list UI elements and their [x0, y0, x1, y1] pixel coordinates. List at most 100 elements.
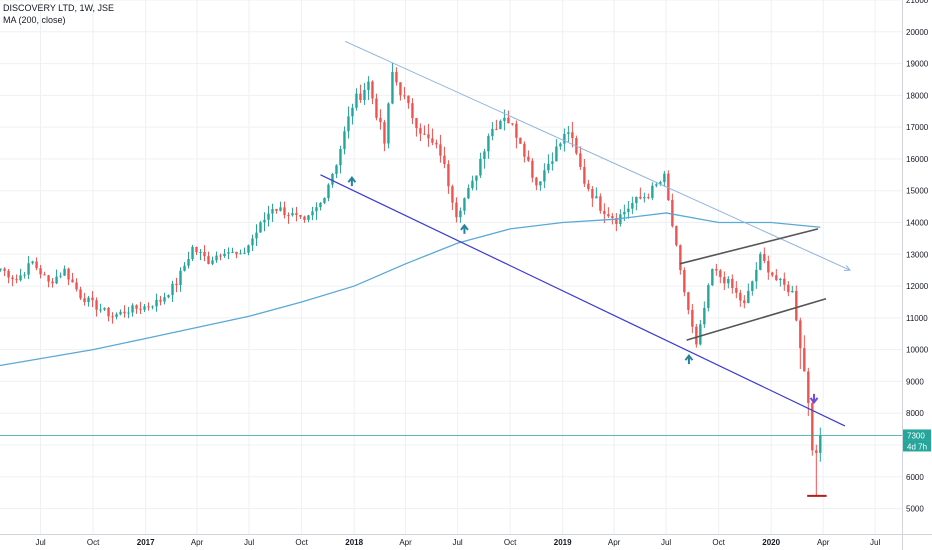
candle-body[interactable]	[651, 185, 654, 198]
candle-body[interactable]	[539, 181, 542, 186]
price-axis-label[interactable]: 14000	[906, 219, 929, 228]
candle-body[interactable]	[155, 299, 158, 307]
candle-body[interactable]	[463, 198, 466, 211]
time-axis-label[interactable]: Oct	[504, 538, 517, 547]
candle-body[interactable]	[179, 270, 182, 286]
time-axis-label[interactable]: 2019	[554, 538, 572, 547]
candle-body[interactable]	[339, 149, 342, 166]
candle-body[interactable]	[247, 245, 250, 253]
candle-body[interactable]	[411, 103, 414, 119]
channel-lower-line[interactable]	[686, 298, 827, 341]
candle-body[interactable]	[499, 120, 502, 130]
candle-body[interactable]	[283, 207, 286, 216]
candle-body[interactable]	[103, 307, 106, 310]
candle-body[interactable]	[383, 122, 386, 144]
candle-body[interactable]	[311, 211, 314, 216]
candle-body[interactable]	[295, 213, 298, 215]
candle-body[interactable]	[527, 156, 530, 161]
candle-body[interactable]	[47, 275, 50, 282]
candle-body[interactable]	[431, 138, 434, 143]
candle-body[interactable]	[183, 265, 186, 271]
candle-body[interactable]	[199, 251, 202, 253]
candle-body[interactable]	[715, 268, 718, 271]
candle-body[interactable]	[455, 202, 458, 218]
candle-body[interactable]	[219, 255, 222, 257]
candle-body[interactable]	[507, 117, 510, 124]
candle-body[interactable]	[695, 326, 698, 345]
price-axis-label[interactable]: 18000	[906, 91, 929, 100]
candle-body[interactable]	[327, 184, 330, 199]
candle-body[interactable]	[359, 93, 362, 100]
candle-body[interactable]	[243, 252, 246, 254]
candle-body[interactable]	[495, 128, 498, 130]
candle-body[interactable]	[487, 136, 490, 152]
ma-200-line[interactable]	[0, 212, 821, 367]
price-axis-label[interactable]: 21000	[906, 0, 929, 5]
candle-body[interactable]	[803, 348, 806, 372]
candle-body[interactable]	[35, 261, 38, 269]
time-axis-label[interactable]: 2018	[345, 538, 363, 547]
candle-body[interactable]	[115, 314, 118, 317]
candle-body[interactable]	[403, 95, 406, 97]
candle-body[interactable]	[479, 158, 482, 176]
candle-body[interactable]	[323, 198, 326, 203]
candle-body[interactable]	[679, 245, 682, 271]
last-price-label[interactable]: 7300	[907, 431, 925, 440]
candle-body[interactable]	[783, 278, 786, 285]
candle-body[interactable]	[791, 290, 794, 293]
candle-body[interactable]	[515, 123, 518, 138]
candle-body[interactable]	[759, 254, 762, 270]
candle-body[interactable]	[139, 308, 142, 310]
candle-body[interactable]	[19, 275, 22, 281]
candle-body[interactable]	[519, 137, 522, 144]
candle-body[interactable]	[443, 155, 446, 165]
candle-body[interactable]	[635, 196, 638, 204]
candle-body[interactable]	[399, 82, 402, 96]
candle-body[interactable]	[787, 284, 790, 293]
candle-body[interactable]	[611, 216, 614, 219]
candle-body[interactable]	[99, 309, 102, 311]
price-axis-label[interactable]: 5000	[906, 505, 924, 514]
candle-body[interactable]	[287, 215, 290, 217]
price-axis-label[interactable]: 15000	[906, 187, 929, 196]
candle-body[interactable]	[627, 208, 630, 212]
candle-body[interactable]	[31, 261, 34, 264]
candle-body[interactable]	[751, 281, 754, 291]
candle-body[interactable]	[27, 263, 30, 275]
candle-body[interactable]	[119, 311, 122, 315]
candle-body[interactable]	[251, 238, 254, 246]
candle-body[interactable]	[667, 173, 670, 201]
candle-body[interactable]	[351, 107, 354, 117]
candle-body[interactable]	[467, 188, 470, 199]
candle-body[interactable]	[87, 297, 90, 303]
candle-body[interactable]	[163, 297, 166, 302]
candle-body[interactable]	[175, 283, 178, 286]
candle-body[interactable]	[475, 175, 478, 181]
candle-body[interactable]	[775, 275, 778, 280]
candle-body[interactable]	[263, 219, 266, 223]
candle-body[interactable]	[747, 290, 750, 304]
candle-body[interactable]	[363, 89, 366, 100]
candle-body[interactable]	[215, 255, 218, 261]
candle-body[interactable]	[371, 81, 374, 99]
candle-body[interactable]	[0, 268, 2, 270]
time-axis-label[interactable]: Oct	[712, 538, 725, 547]
candle-body[interactable]	[151, 306, 154, 308]
candle-body[interactable]	[607, 214, 610, 217]
countdown-label[interactable]: 4d 7h	[907, 442, 927, 451]
candle-body[interactable]	[711, 268, 714, 286]
candle-body[interactable]	[763, 254, 766, 262]
candle-body[interactable]	[675, 226, 678, 246]
upper-trendline[interactable]	[344, 40, 851, 271]
candle-body[interactable]	[583, 166, 586, 184]
candle-body[interactable]	[23, 274, 26, 276]
candle-body[interactable]	[39, 268, 42, 275]
candle-body[interactable]	[279, 207, 282, 211]
time-axis-label[interactable]: Jul	[35, 538, 45, 547]
time-axis-label[interactable]: Apr	[817, 538, 830, 547]
candle-body[interactable]	[599, 196, 602, 211]
candle-body[interactable]	[671, 200, 674, 227]
candle-body[interactable]	[795, 290, 798, 321]
candle-body[interactable]	[307, 215, 310, 220]
